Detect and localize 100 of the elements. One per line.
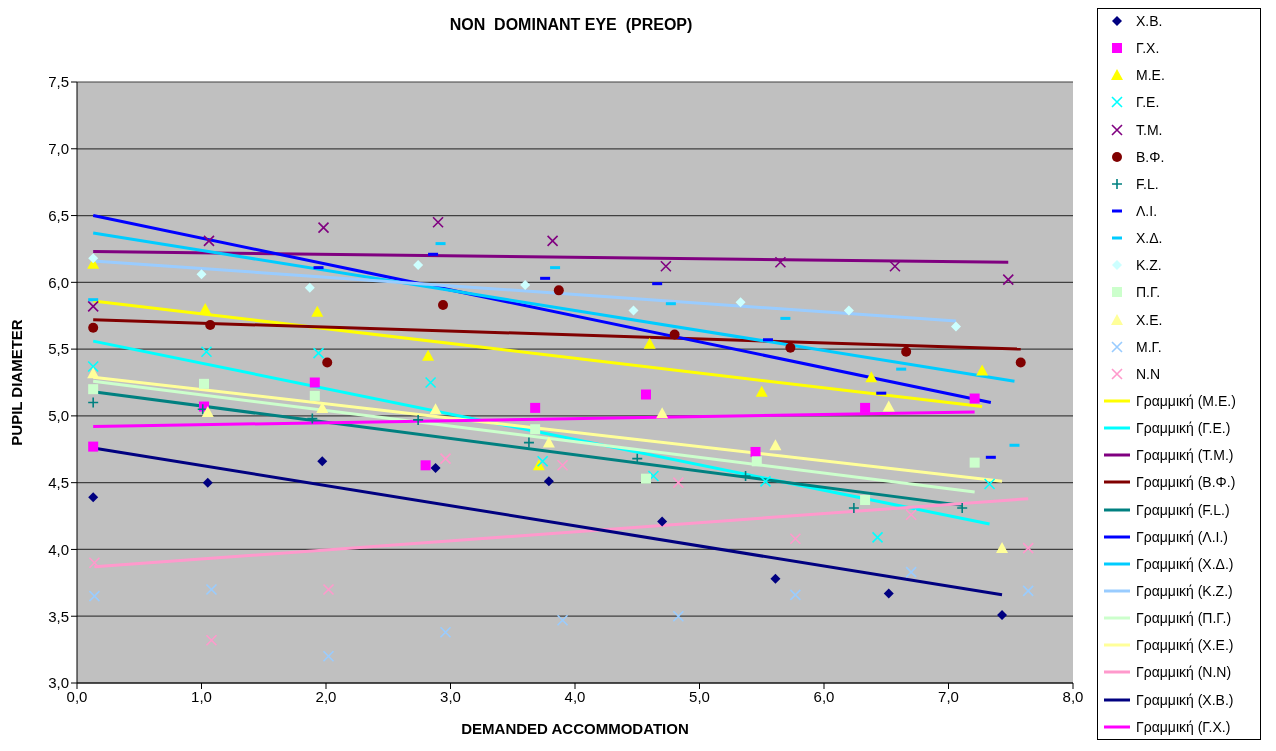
legend-label: Γραμμική (Τ.Μ.) <box>1136 447 1234 464</box>
y-tick-label: 7,5 <box>48 73 69 91</box>
point <box>785 342 796 353</box>
point <box>420 460 431 471</box>
point <box>199 303 212 315</box>
point <box>424 376 437 389</box>
point <box>640 473 651 484</box>
x-tick-label: 7,0 <box>938 687 959 705</box>
point <box>523 436 535 449</box>
point <box>530 424 541 435</box>
legend-label: Χ.Δ. <box>1136 230 1163 247</box>
legend-label: Μ.Γ. <box>1136 338 1162 355</box>
point <box>956 502 968 514</box>
legend-label: Κ.Ζ. <box>1136 257 1162 274</box>
point <box>203 235 215 247</box>
point <box>439 452 452 465</box>
x-tick-label: 4,0 <box>564 687 586 705</box>
point <box>860 402 871 413</box>
point <box>755 385 768 397</box>
point <box>556 459 569 472</box>
point <box>643 337 656 349</box>
point <box>88 384 99 395</box>
point <box>883 588 894 599</box>
point <box>660 260 672 273</box>
point <box>530 402 541 413</box>
legend-label: Λ.Ι. <box>1136 202 1158 219</box>
point <box>647 470 660 482</box>
legend-label: Γραμμική (Κ.Ζ.) <box>1136 582 1233 599</box>
point <box>88 322 99 333</box>
point <box>412 414 424 426</box>
point <box>628 305 639 316</box>
legend-label: Χ.Β. <box>1136 13 1163 29</box>
point <box>882 400 895 412</box>
point <box>205 583 218 596</box>
point <box>520 280 531 290</box>
point <box>309 377 320 388</box>
point <box>1022 585 1034 597</box>
legend-label: Γραμμική (Λ.Ι.) <box>1136 528 1229 545</box>
point <box>759 475 772 488</box>
legend-label: Γραμμική (F.L.) <box>1136 501 1230 518</box>
point <box>976 364 989 376</box>
point <box>87 360 99 373</box>
y-tick-label: 7,0 <box>48 140 69 158</box>
point <box>865 371 878 383</box>
legend-label: Γραμμική (Χ.Δ.) <box>1136 555 1234 572</box>
point <box>656 407 669 419</box>
point <box>88 590 101 602</box>
point <box>196 269 207 280</box>
legend-label: Γραμμική (Ν.Ν) <box>1136 664 1232 681</box>
point <box>1015 357 1026 368</box>
point <box>640 389 651 400</box>
point <box>901 346 912 357</box>
point <box>750 446 761 457</box>
point <box>770 573 781 584</box>
point <box>1022 542 1034 554</box>
point <box>88 253 99 264</box>
point <box>905 508 917 521</box>
point <box>997 609 1008 620</box>
chart-title: NON DOMINANT EYE (PREOP) <box>448 16 694 34</box>
point <box>789 589 802 601</box>
point <box>205 634 218 647</box>
point <box>950 321 961 332</box>
point <box>438 300 449 311</box>
y-tick-label: 3,5 <box>48 607 69 625</box>
point <box>413 259 424 270</box>
x-tick-label: 1,0 <box>191 687 212 705</box>
point <box>543 476 554 487</box>
x-tick-label: 5,0 <box>689 687 710 705</box>
point <box>843 305 854 316</box>
point <box>751 456 762 467</box>
point <box>735 297 746 308</box>
x-tick-label: 6,0 <box>813 687 835 705</box>
point <box>669 329 680 340</box>
point <box>1002 273 1015 286</box>
point <box>88 441 99 452</box>
point <box>198 378 209 389</box>
point <box>322 357 333 368</box>
legend-label: Γραμμική (Χ.Ε.) <box>1136 637 1234 654</box>
point <box>88 557 101 569</box>
point <box>769 439 782 451</box>
y-tick-label: 5,0 <box>48 407 69 425</box>
point <box>322 583 335 596</box>
y-tick-label: 6,0 <box>48 273 69 291</box>
legend-label: Γραμμική (Π.Γ.) <box>1136 610 1232 627</box>
point <box>556 614 569 627</box>
point <box>422 349 435 361</box>
legend-label: Β.Φ. <box>1136 148 1165 165</box>
point <box>672 610 685 623</box>
legend-label: Μ.Ε. <box>1136 67 1165 84</box>
point <box>311 305 324 317</box>
point <box>969 457 980 468</box>
point <box>871 531 884 544</box>
legend-label: Γραμμική (Μ.Ε.) <box>1136 392 1236 409</box>
point <box>905 566 917 578</box>
point <box>439 626 452 639</box>
point <box>304 282 315 293</box>
point <box>969 393 980 404</box>
y-tick-label: 4,5 <box>48 473 69 491</box>
point <box>789 532 802 545</box>
legend-label: F.L. <box>1136 175 1159 192</box>
